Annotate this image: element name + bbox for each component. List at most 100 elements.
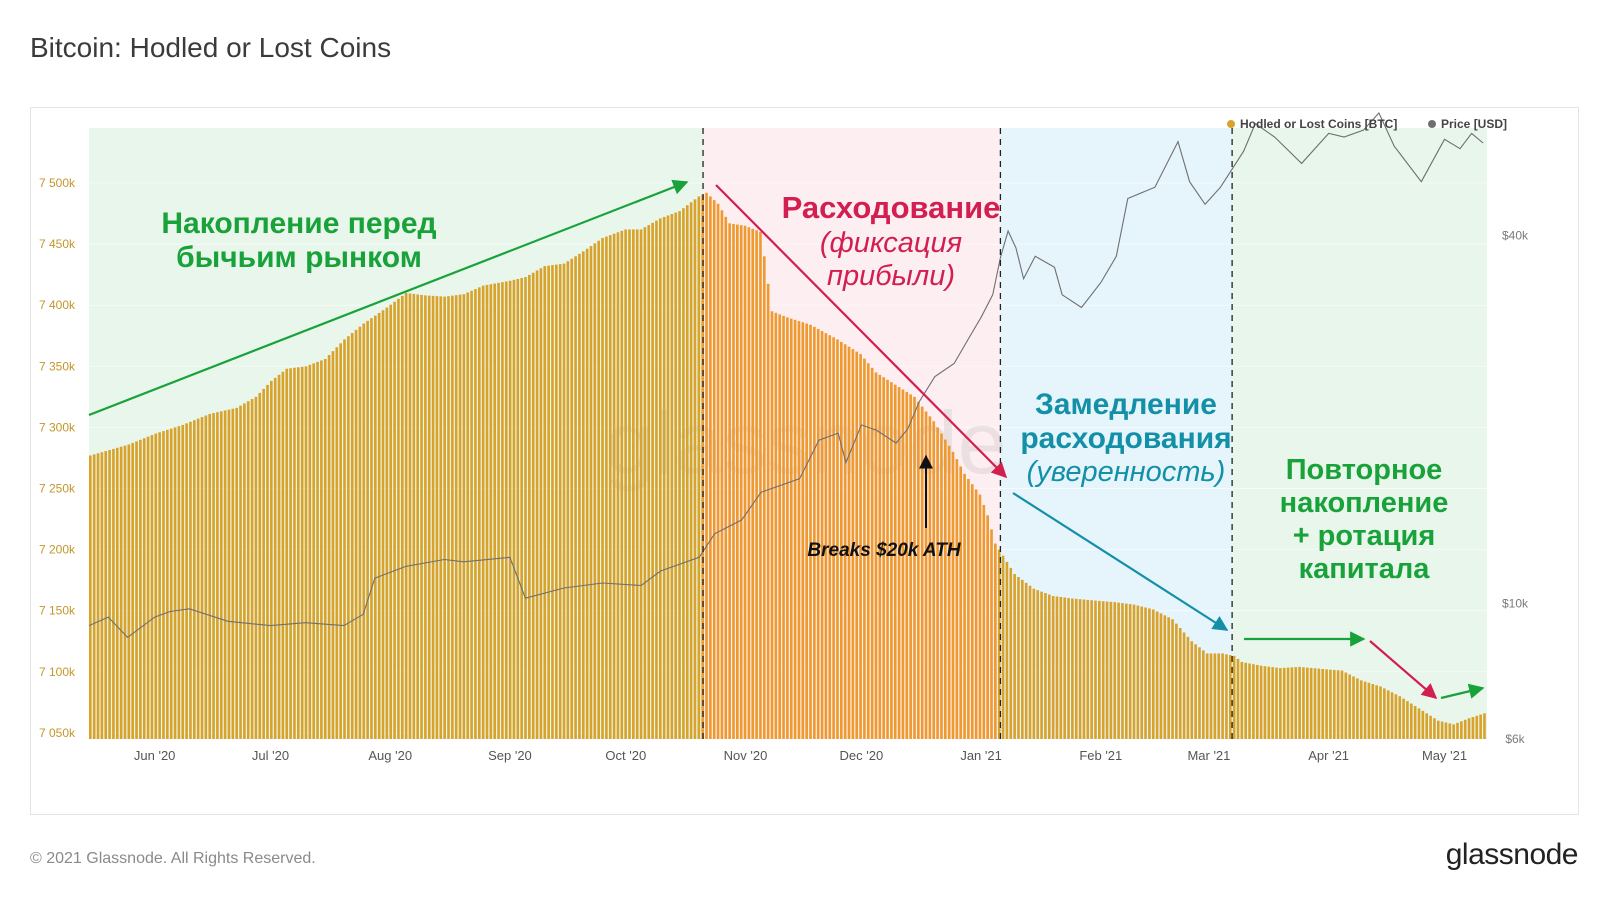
bar bbox=[1005, 561, 1009, 739]
bar bbox=[947, 445, 951, 739]
bar bbox=[1024, 582, 1028, 739]
bar bbox=[1202, 650, 1205, 739]
bar bbox=[1074, 598, 1078, 739]
bar bbox=[366, 320, 369, 739]
bar bbox=[774, 312, 778, 739]
annotation-reacc-line: Повторное bbox=[1286, 454, 1443, 486]
bar bbox=[1463, 719, 1467, 739]
bar bbox=[682, 208, 685, 739]
bar bbox=[1167, 617, 1170, 739]
bar bbox=[404, 292, 408, 739]
bar bbox=[1094, 600, 1097, 739]
bar bbox=[1186, 636, 1190, 739]
x-tick-label: Dec '20 bbox=[840, 748, 884, 763]
y-left-tick-label: 7 300k bbox=[39, 420, 76, 434]
bar bbox=[778, 314, 782, 739]
bar bbox=[250, 399, 254, 739]
bar bbox=[416, 294, 420, 739]
bar bbox=[1375, 685, 1378, 739]
bar bbox=[1240, 662, 1244, 739]
bar bbox=[705, 192, 708, 739]
bar bbox=[655, 220, 658, 739]
bar bbox=[759, 231, 762, 739]
bar bbox=[997, 549, 1001, 739]
bar bbox=[662, 216, 666, 740]
bar bbox=[1259, 665, 1263, 739]
bar bbox=[146, 436, 150, 739]
bar bbox=[273, 377, 277, 739]
bar bbox=[801, 322, 805, 739]
bar bbox=[601, 237, 604, 740]
bar bbox=[1013, 574, 1016, 739]
bar bbox=[1163, 615, 1167, 739]
bar bbox=[266, 384, 269, 739]
bar bbox=[524, 277, 527, 739]
bar bbox=[547, 265, 550, 739]
bar bbox=[320, 360, 323, 739]
bar bbox=[574, 256, 577, 739]
bar bbox=[1032, 588, 1036, 739]
bar bbox=[855, 351, 859, 739]
bar bbox=[597, 240, 601, 740]
bar bbox=[828, 335, 832, 739]
x-tick-label: Jul '20 bbox=[252, 748, 289, 763]
bar bbox=[512, 279, 516, 739]
bar bbox=[100, 452, 104, 739]
bar bbox=[343, 339, 346, 739]
bar bbox=[1124, 603, 1128, 739]
bar bbox=[262, 388, 265, 739]
bar bbox=[1244, 662, 1248, 739]
bar bbox=[235, 407, 238, 739]
bar bbox=[1225, 654, 1228, 739]
bar bbox=[813, 326, 816, 739]
bar bbox=[816, 328, 820, 739]
bar bbox=[1433, 718, 1436, 739]
bar bbox=[1090, 600, 1093, 739]
bar bbox=[920, 406, 924, 739]
bar bbox=[323, 358, 327, 739]
bar bbox=[685, 205, 689, 740]
bar bbox=[1063, 597, 1067, 739]
bar bbox=[913, 396, 916, 739]
bar bbox=[216, 412, 219, 739]
x-tick-label: Sep '20 bbox=[488, 748, 532, 763]
bar bbox=[1117, 602, 1120, 739]
annotation-accum-line: Накопление перед bbox=[161, 207, 436, 240]
bar bbox=[208, 413, 212, 739]
bar bbox=[963, 473, 966, 739]
bar bbox=[678, 211, 681, 740]
bar bbox=[720, 210, 724, 739]
bar bbox=[1290, 667, 1294, 739]
bar bbox=[474, 289, 477, 739]
annotation-dist-sub-line: (фиксация bbox=[820, 227, 962, 259]
bar bbox=[539, 268, 543, 739]
bar bbox=[1036, 590, 1040, 739]
bar bbox=[820, 331, 824, 739]
arrow-reaccum-down bbox=[1369, 640, 1438, 700]
bar bbox=[936, 427, 939, 739]
bar bbox=[1086, 599, 1090, 739]
bar bbox=[150, 435, 154, 739]
bar bbox=[751, 228, 755, 739]
bar bbox=[670, 214, 674, 739]
bar bbox=[605, 236, 608, 740]
bar bbox=[504, 281, 508, 739]
bar bbox=[400, 295, 404, 739]
bar bbox=[377, 312, 381, 739]
bar bbox=[1383, 688, 1386, 739]
bar bbox=[1113, 602, 1117, 739]
bar bbox=[493, 283, 497, 739]
bar bbox=[1409, 703, 1413, 739]
bar bbox=[832, 337, 835, 739]
page-title: Bitcoin: Hodled or Lost Coins bbox=[30, 32, 392, 63]
bar bbox=[847, 346, 851, 739]
bar bbox=[339, 343, 342, 739]
bar bbox=[300, 366, 304, 739]
bar bbox=[393, 301, 396, 739]
bar bbox=[1379, 686, 1382, 739]
bar bbox=[739, 225, 743, 739]
bar bbox=[200, 417, 204, 739]
bar bbox=[1436, 720, 1440, 739]
bar bbox=[270, 380, 273, 739]
